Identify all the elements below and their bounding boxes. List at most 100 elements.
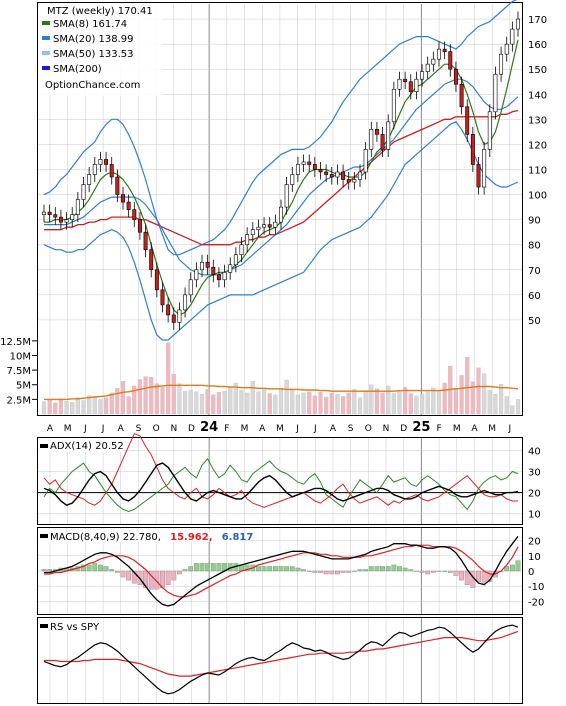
candle-body [284,184,289,208]
candle-body [250,229,255,235]
adx-line [43,462,519,506]
candle-body [397,78,402,90]
candle-body [329,174,334,178]
macd-histogram-bar [357,569,363,572]
macd-histogram-bar [312,570,318,573]
x-tick-label: D [188,424,195,434]
volume-bar [81,400,86,415]
volume-y-tick: 7.5M [6,366,31,377]
x-tick-label: A [471,424,478,434]
candle-body [476,164,481,188]
volume-bar [250,381,255,415]
bollinger-upper-line [43,0,518,256]
macd-line [44,536,519,607]
macd-histogram-bar [323,570,329,575]
candle-body [228,264,233,273]
macd-histogram-bar [481,570,487,584]
volume-bar [103,397,109,415]
macd-legend: MACD(8,40,9) 22.780, 15.962, 6.817 [39,529,253,543]
macd-histogram-bar [385,566,391,572]
macd-histogram-bar [47,569,53,572]
adx-y-tick: 40 [528,447,541,458]
axis-layer: A M J J A S O N D 24 F M A M J J A S O N D 25 F M A M J17016015014… [0,15,547,608]
volume-bar [166,342,171,415]
macd-histogram-bar [436,570,442,572]
volume-y-tick: 5M [16,381,31,392]
candle-body [58,216,63,223]
legend-swatch-sma50 [42,51,50,55]
macd-histogram-bar [114,570,120,573]
macd-histogram-bar [430,570,436,573]
x-tick-label: M [64,424,72,434]
candle-body [75,199,80,215]
price-y-tick: 170 [528,15,547,26]
volume-bar [414,395,419,415]
candle-body [386,121,391,150]
volume-bar [442,382,447,415]
candle-body [470,134,475,165]
volume-bar [149,376,154,415]
price-y-tick: 80 [528,241,541,252]
candle-body [222,271,227,281]
macd-histogram-bar [289,566,295,572]
volume-bar [397,391,402,415]
volume-bar [199,393,205,415]
volume-y-tick: 2.5M [6,395,31,406]
legend-sma8: SMA(8) 161.74 [53,19,127,30]
volume-bar [92,396,97,415]
volume-bar [41,401,47,415]
rs-label: RS vs SPY [50,622,100,633]
volume-bar [233,382,238,415]
macd-histogram-bar [335,570,340,575]
candle-body [70,214,75,220]
x-tick-label: A [47,424,54,434]
macd-histogram-bar [419,570,425,573]
macd-histogram-bar [504,566,510,572]
legend-swatch-sma200 [42,66,50,70]
candle-body [47,211,52,215]
adx-plus-di-line [43,458,519,513]
x-tick-label: O [153,424,160,434]
candle-body [53,214,58,218]
candle-body [295,164,300,175]
macd-y-tick: -20 [528,597,544,608]
macd-histogram-bar [318,570,323,573]
volume-bar [143,376,148,415]
volume-bar [261,389,267,415]
grid-layer [38,4,522,703]
x-tick-label: N [383,424,390,434]
volume-bar [211,394,216,415]
macd-histogram-bar [509,564,515,572]
macd-histogram-bar [408,569,414,572]
price-y-tick: 150 [528,65,547,76]
candle-body [233,254,238,266]
x-tick-label: M [241,424,249,434]
macd-histogram-bar [188,566,194,572]
x-tick-label: M [276,424,284,434]
volume-y-tick: 10M [10,351,31,362]
macd-histogram-bar [363,569,369,572]
macd-histogram-bar [447,570,453,573]
volume-bar [75,397,80,415]
x-tick-label: 25 [412,420,430,435]
macd-y-tick: 0 [528,567,534,578]
volume-bar [374,388,380,415]
volume-bar [470,381,475,415]
macd-histogram-bar [205,563,211,572]
x-tick-label: M [488,424,496,434]
volume-bar [256,391,261,415]
volume-bar [182,391,188,415]
volume-bar [126,396,131,415]
candle-body [493,73,498,113]
candle-body [324,171,329,175]
candle-body [267,224,272,228]
volume-bar [408,393,413,415]
candle-body [437,48,441,60]
candle-body [448,51,453,70]
candle-body [126,201,131,210]
volume-bar [391,393,396,415]
volume-bar [498,384,504,415]
volume-bar [493,393,498,415]
candle-body [442,48,447,52]
adx-minus-di-line [43,433,518,508]
